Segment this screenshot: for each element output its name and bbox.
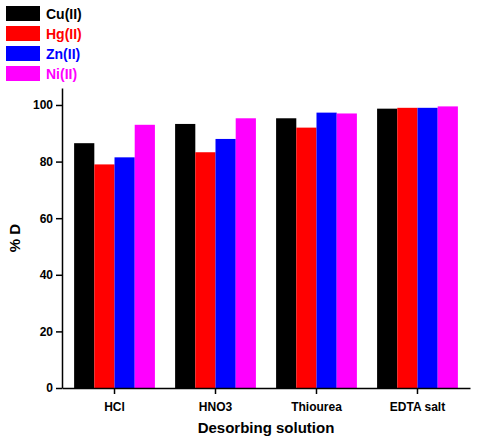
x-tick-mark [114,388,116,394]
bars [74,106,458,388]
y-axis-line [62,89,64,389]
x-tick-mark [215,388,217,394]
bar [377,109,397,388]
legend-swatch [6,46,40,61]
x-tick-label: EDTA salt [390,400,445,414]
y-tick: 80 [40,155,62,169]
y-tick-mark [56,218,62,220]
x-axis-title: Desorbing solution [198,419,335,436]
x-tick-label: Thiourea [291,400,342,414]
y-tick-label: 0 [46,381,53,395]
bar [316,113,336,388]
legend-entry: Hg(II) [6,26,82,42]
x-tick-label: HCl [104,400,125,414]
legend-label: Cu(II) [46,6,82,22]
legend-swatch [6,6,40,21]
legend-label: Zn(II) [46,46,80,62]
chart: 0 20 40 60 80 100 HCl HNO3 Thiourea EDTA salt Deso… [0,0,480,443]
legend-swatch [6,26,40,41]
y-tick: 0 [46,381,62,395]
series [74,109,397,388]
bar [94,164,114,388]
bar [236,118,256,388]
y-tick: 100 [33,98,62,112]
y-tick: 60 [40,212,62,226]
bar [417,108,437,388]
bar [216,139,236,388]
y-tick: 20 [40,325,62,339]
bar [135,125,155,388]
bar [337,113,357,388]
y-tick-mark [56,105,62,107]
y-tick-mark [56,331,62,333]
bar [175,124,195,388]
x-tick-mark [316,388,318,394]
bar [115,157,135,388]
x-tick: HNO3 [199,388,233,414]
legend-entry: Ni(II) [6,66,77,82]
y-tick-label: 20 [40,325,54,339]
series [94,108,417,388]
y-axis-title: % D [6,224,23,253]
legend: Cu(II) Hg(II) Zn(II) Ni(II) [6,6,82,82]
y-tick-mark [56,275,62,277]
legend-entry: Cu(II) [6,6,82,22]
y-tick-label: 60 [40,212,54,226]
bar [296,128,316,388]
x-axis: HCl HNO3 Thiourea EDTA salt [63,388,471,414]
x-axis-line [63,388,471,390]
y-tick-mark [56,388,62,390]
y-tick-mark [56,161,62,163]
bar [74,143,94,388]
y-tick-label: 40 [40,268,54,282]
bar [276,118,296,388]
x-tick: Thiourea [291,388,342,414]
y-tick: 40 [40,268,62,282]
legend-label: Hg(II) [46,26,82,42]
legend-label: Ni(II) [46,66,77,82]
x-tick: HCl [104,388,125,414]
plot: 0 20 40 60 80 100 HCl HNO3 Thiourea EDTA salt [33,89,471,415]
bar [195,152,215,388]
legend-entry: Zn(II) [6,46,80,62]
legend-swatch [6,66,40,81]
y-tick-label: 100 [33,98,53,112]
x-tick-mark [417,388,419,394]
series [135,106,458,388]
bar [397,108,417,388]
bar [438,106,458,388]
x-tick-label: HNO3 [199,400,233,414]
series [115,108,438,388]
x-tick: EDTA salt [390,388,445,414]
y-axis: 0 20 40 60 80 100 [33,89,63,396]
y-tick-label: 80 [40,155,54,169]
